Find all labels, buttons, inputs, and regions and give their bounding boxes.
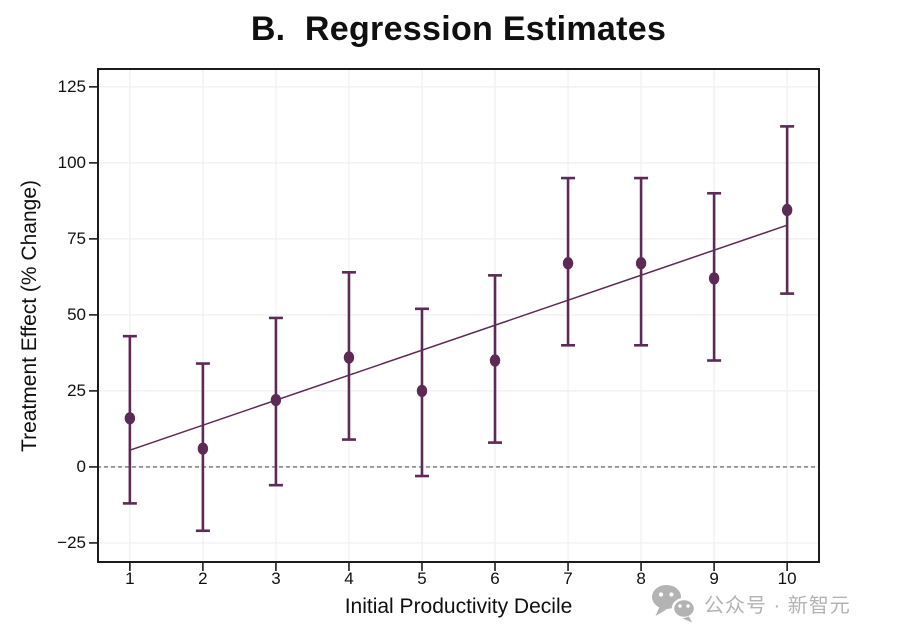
- data-point-decile-8: [635, 257, 647, 270]
- x-tick-label-4: 4: [344, 569, 354, 588]
- x-tick-label-9: 9: [709, 569, 719, 588]
- data-point-decile-10: [781, 203, 793, 217]
- y-tick-label-50: 50: [67, 304, 86, 324]
- y-tick-label-100: 100: [57, 152, 86, 172]
- watermark: 公众号 · 新智元: [650, 582, 851, 624]
- y-tick-label--25: −25: [57, 532, 86, 552]
- y-tick-label-0: 0: [76, 456, 86, 476]
- x-axis-title: Initial Productivity Decile: [344, 595, 573, 618]
- data-point-decile-4: [343, 351, 355, 364]
- plot-frame: [97, 68, 820, 563]
- data-point-decile-1: [124, 412, 136, 425]
- chart-plot-area: [89, 68, 820, 571]
- data-point-decile-7: [562, 257, 574, 270]
- x-tick-label-8: 8: [636, 569, 646, 588]
- x-tick-label-10: 10: [777, 569, 797, 588]
- x-tick-label-6: 6: [490, 569, 500, 588]
- y-tick-label-25: 25: [67, 380, 86, 400]
- x-tick-label-7: 7: [563, 569, 573, 588]
- data-point-decile-6: [489, 354, 501, 367]
- data-point-decile-2: [197, 442, 209, 455]
- wechat-icon: [652, 585, 697, 623]
- data-point-decile-3: [270, 393, 282, 407]
- x-tick-label-5: 5: [417, 569, 427, 588]
- data-point-decile-5: [416, 384, 428, 398]
- watermark-text: 公众号 · 新智元: [704, 594, 851, 617]
- chart-title: B. Regression Estimates: [250, 10, 667, 48]
- x-tick-label-1: 1: [125, 569, 135, 588]
- fit-line: [129, 224, 788, 451]
- y-tick-label-125: 125: [57, 76, 86, 96]
- x-tick-label-2: 2: [198, 569, 208, 588]
- x-tick-label-3: 3: [271, 569, 281, 588]
- y-tick-label-75: 75: [67, 228, 86, 248]
- data-point-decile-9: [708, 272, 720, 285]
